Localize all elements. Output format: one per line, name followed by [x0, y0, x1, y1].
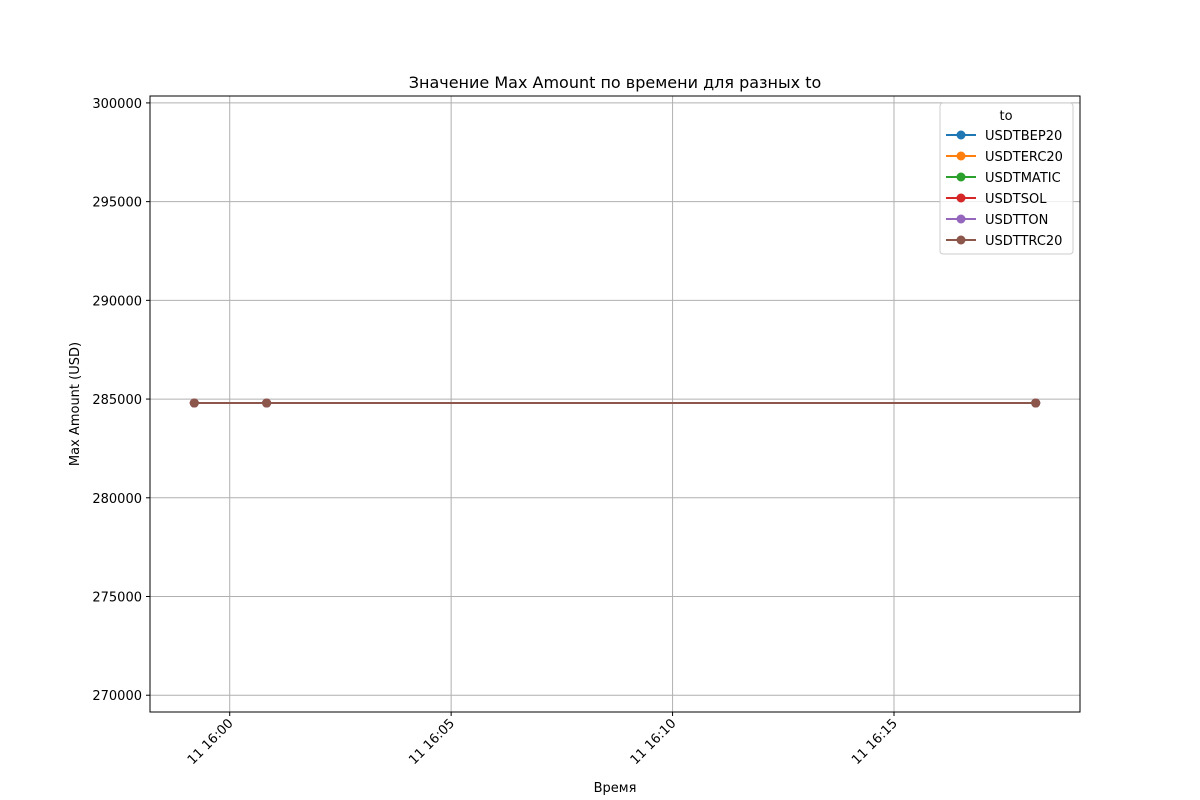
data-point [1031, 398, 1041, 408]
legend-marker [956, 130, 966, 140]
legend-marker [956, 193, 966, 203]
y-tick-label: 270000 [92, 689, 142, 704]
legend-item: USDTMATIC [946, 171, 1061, 186]
legend-label: USDTERC20 [985, 150, 1063, 165]
legend-label: USDTMATIC [985, 171, 1061, 186]
data-point [262, 398, 272, 408]
chart-title: Значение Max Amount по времени для разны… [409, 73, 822, 92]
legend-label: USDTBEP20 [985, 129, 1062, 144]
legend-label: USDTTRC20 [985, 234, 1062, 249]
plot-frame [149, 95, 1081, 713]
y-axis-title: Max Amount (USD) [68, 342, 83, 466]
y-tick-label: 280000 [92, 492, 142, 507]
x-axis-title: Время [594, 781, 637, 796]
legend-box [939, 102, 1074, 255]
legend-marker [956, 172, 966, 182]
y-axis-ticks: 270000 275000 280000 285000 290000 295000 3000… [92, 97, 150, 704]
y-tick-label: 300000 [92, 97, 142, 112]
legend-item: USDTTON [946, 213, 1048, 228]
legend-item: USDTERC20 [946, 150, 1063, 165]
legend-title: to [999, 109, 1012, 124]
legend: to USDTBEP20USDTERC20USDTMATICUSDTSOLUSD… [939, 102, 1074, 255]
series-usdttrc20 [189, 398, 1041, 408]
legend-item: USDTSOL [946, 192, 1047, 207]
y-tick-label: 295000 [92, 196, 142, 211]
legend-label: USDTTON [985, 213, 1048, 228]
legend-item: USDTBEP20 [946, 129, 1062, 144]
legend-item: USDTTRC20 [946, 234, 1062, 249]
legend-marker [956, 151, 966, 161]
legend-items: USDTBEP20 USDTERC20 USDTMATIC USDTSOL USDTTO… [946, 129, 1063, 249]
y-tick-label: 285000 [92, 393, 142, 408]
data-point [189, 398, 199, 408]
series-layer [189, 398, 1041, 408]
legend-label: USDTSOL [985, 192, 1047, 207]
legend-marker [956, 235, 966, 245]
y-tick-label: 275000 [92, 591, 142, 606]
legend-marker [956, 214, 966, 224]
y-tick-label: 290000 [92, 294, 142, 309]
